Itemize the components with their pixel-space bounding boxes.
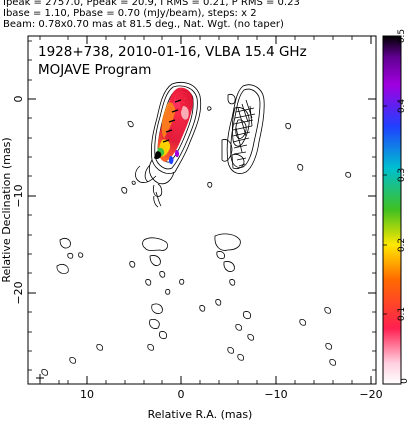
header-line-2: Ibase = 1.10, Pbase = 0.70 (mJy/beam), s… [3, 8, 257, 19]
colorbar-ticks [383, 35, 387, 385]
x-tick-label: −20 [359, 388, 382, 401]
x-tick-label: 0 [178, 388, 185, 401]
plot-title: 1928+738, 2010-01-16, VLBA 15.4 GHz [38, 44, 307, 60]
noise-contours [41, 106, 352, 376]
y-tick-label: −10 [12, 184, 25, 207]
polarized-intensity-fill [154, 87, 194, 165]
colorbar-tick-label: 0.5 [397, 29, 407, 43]
beam-marker [36, 374, 44, 382]
x-axis-label: Relative R.A. (mas) [148, 408, 253, 421]
polarization-vectors [162, 99, 182, 143]
y-tick-label: 0 [12, 96, 25, 103]
header-line-3: Beam: 0.78x0.70 mas at 81.5 deg., Nat. W… [3, 19, 284, 30]
y-axis-label: Relative Declination (mas) [0, 137, 13, 282]
colorbar-tick-label: 0.4 [397, 99, 407, 114]
x-axis-ticks [39, 36, 372, 384]
plot-subtitle: MOJAVE Program [38, 62, 151, 78]
plot-frame [27, 35, 377, 385]
colorbar-tick-label: 0.1 [397, 307, 407, 321]
y-axis-ticks [28, 40, 376, 371]
x-tick-label: 10 [80, 388, 94, 401]
x-tick-label: −10 [264, 388, 287, 401]
colorbar-tick-label: 0 [400, 378, 409, 384]
y-tick-label: −20 [12, 281, 25, 304]
colorbar-tick-label: 0.3 [397, 168, 407, 182]
header-line-1: Ipeak = 2757.0, Ppeak = 20.9, I RMS = 0.… [3, 0, 300, 8]
colorbar [382, 35, 402, 385]
colorbar-tick-label: 0.2 [397, 238, 407, 252]
polarization-contours [221, 84, 265, 174]
